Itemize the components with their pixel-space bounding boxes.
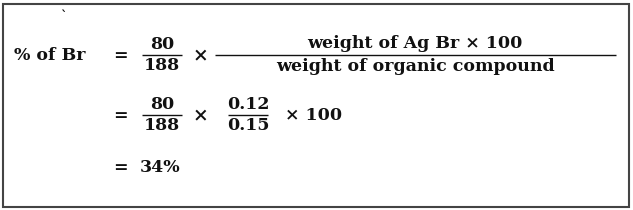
- Text: =: =: [113, 46, 127, 63]
- FancyBboxPatch shape: [3, 4, 629, 207]
- Text: 80: 80: [150, 96, 174, 113]
- Text: ×: ×: [192, 106, 208, 124]
- Text: ×: ×: [192, 46, 208, 64]
- Text: 34%: 34%: [140, 160, 180, 176]
- Text: % of Br: % of Br: [14, 46, 85, 63]
- Text: weight of organic compound: weight of organic compound: [276, 58, 555, 75]
- Text: × 100: × 100: [285, 106, 342, 123]
- Text: 188: 188: [144, 117, 180, 134]
- Text: `: `: [60, 10, 66, 23]
- Text: 188: 188: [144, 57, 180, 74]
- Text: 0.15: 0.15: [227, 117, 269, 134]
- Text: =: =: [113, 160, 127, 176]
- Text: =: =: [113, 106, 127, 123]
- Text: weight of Ag Br × 100: weight of Ag Br × 100: [307, 35, 523, 52]
- Text: 80: 80: [150, 36, 174, 52]
- Text: 0.12: 0.12: [227, 96, 269, 113]
